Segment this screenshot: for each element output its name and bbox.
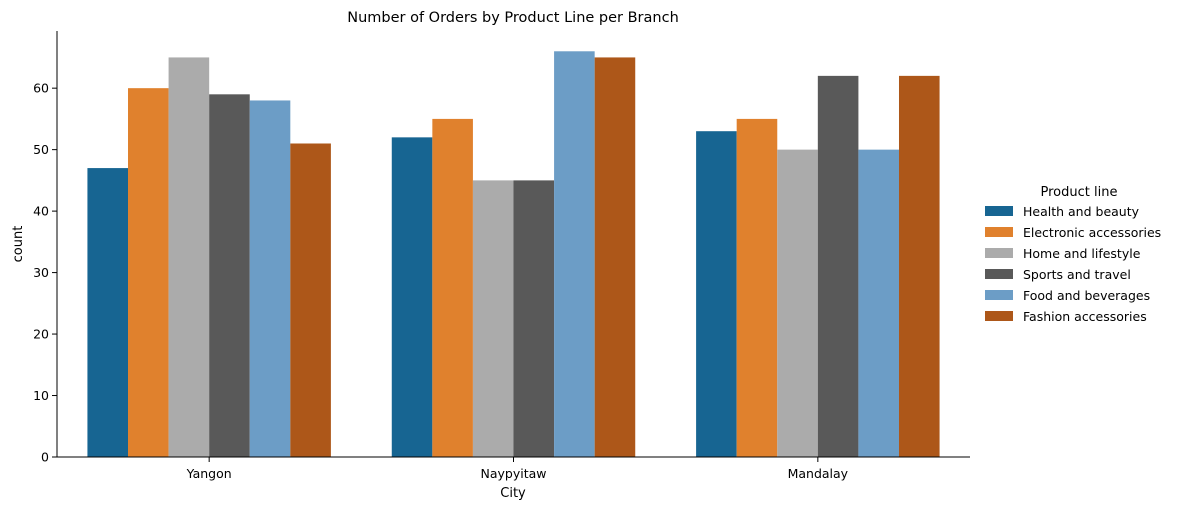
bar-electronic-accessories-naypyitaw (432, 118, 473, 458)
legend-label: Fashion accessories (1023, 309, 1147, 324)
bar-home-and-lifestyle-yangon (168, 57, 210, 458)
x-axis-label: City (500, 486, 526, 501)
legend-label: Home and lifestyle (1023, 246, 1141, 261)
bar-health-and-beauty-mandalay (696, 131, 737, 457)
y-tick-label: 50 (33, 142, 49, 157)
bar-fashion-accessories-naypyitaw (594, 57, 636, 458)
x-axis: Yangon Naypyitaw Mandalay (57, 456, 970, 481)
legend-swatch (985, 290, 1013, 300)
y-tick-label: 10 (33, 388, 49, 403)
y-tick-label: 30 (33, 265, 49, 280)
legend-label: Sports and travel (1023, 267, 1131, 282)
bar-electronic-accessories-mandalay (736, 118, 778, 458)
legend-label: Food and beverages (1023, 288, 1150, 303)
bar-home-and-lifestyle-naypyitaw (472, 180, 514, 457)
legend-label: Electronic accessories (1023, 225, 1161, 240)
x-tick-label: Naypyitaw (481, 466, 547, 481)
y-axis: 0 10 20 30 40 50 60 (33, 31, 58, 465)
bar-health-and-beauty-naypyitaw (391, 137, 433, 457)
y-tick-label: 20 (33, 327, 49, 342)
bar-food-and-beverages-yangon (249, 100, 291, 458)
bar-sports-and-travel-naypyitaw (513, 180, 555, 457)
x-tick-label: Mandalay (788, 466, 849, 481)
bar-electronic-accessories-yangon (128, 88, 169, 458)
legend-label: Health and beauty (1023, 204, 1140, 219)
bar-sports-and-travel-mandalay (817, 75, 859, 458)
bar-food-and-beverages-mandalay (858, 149, 899, 457)
bar-home-and-lifestyle-mandalay (777, 149, 818, 457)
x-tick-label: Yangon (186, 466, 232, 481)
bar-food-and-beverages-naypyitaw (554, 51, 595, 457)
bar-health-and-beauty-yangon (87, 168, 129, 457)
y-tick-label: 60 (33, 81, 49, 96)
y-tick-label: 0 (41, 450, 49, 465)
bar-fashion-accessories-yangon (290, 143, 331, 458)
legend-title: Product line (1041, 185, 1118, 200)
legend-swatch (985, 311, 1013, 321)
bar-fashion-accessories-mandalay (898, 75, 940, 458)
legend: Product line Health and beauty Electronic… (985, 185, 1161, 324)
bar-sports-and-travel-yangon (209, 94, 250, 457)
bars-group (87, 51, 940, 458)
legend-swatch (985, 248, 1013, 258)
legend-swatch (985, 269, 1013, 279)
chart-title: Number of Orders by Product Line per Bra… (347, 10, 679, 26)
legend-swatch (985, 227, 1013, 237)
y-tick-label: 40 (33, 204, 49, 219)
y-axis-label: count (11, 226, 26, 263)
legend-swatch (985, 206, 1013, 216)
